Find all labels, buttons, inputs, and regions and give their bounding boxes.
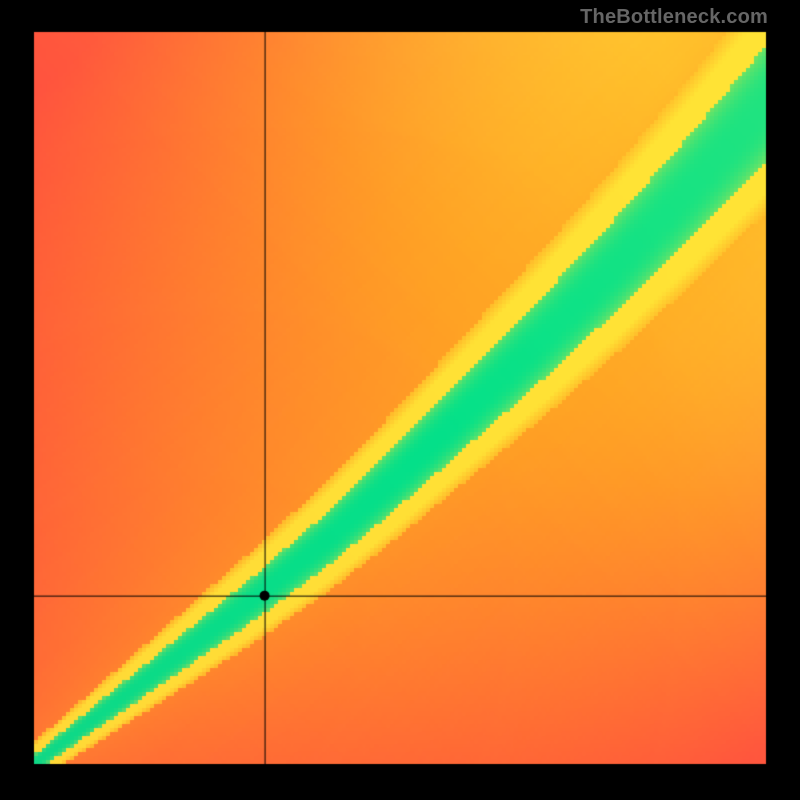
bottleneck-heatmap-canvas: [0, 0, 800, 800]
watermark-label: TheBottleneck.com: [580, 6, 768, 29]
chart-container: TheBottleneck.com: [0, 0, 800, 800]
